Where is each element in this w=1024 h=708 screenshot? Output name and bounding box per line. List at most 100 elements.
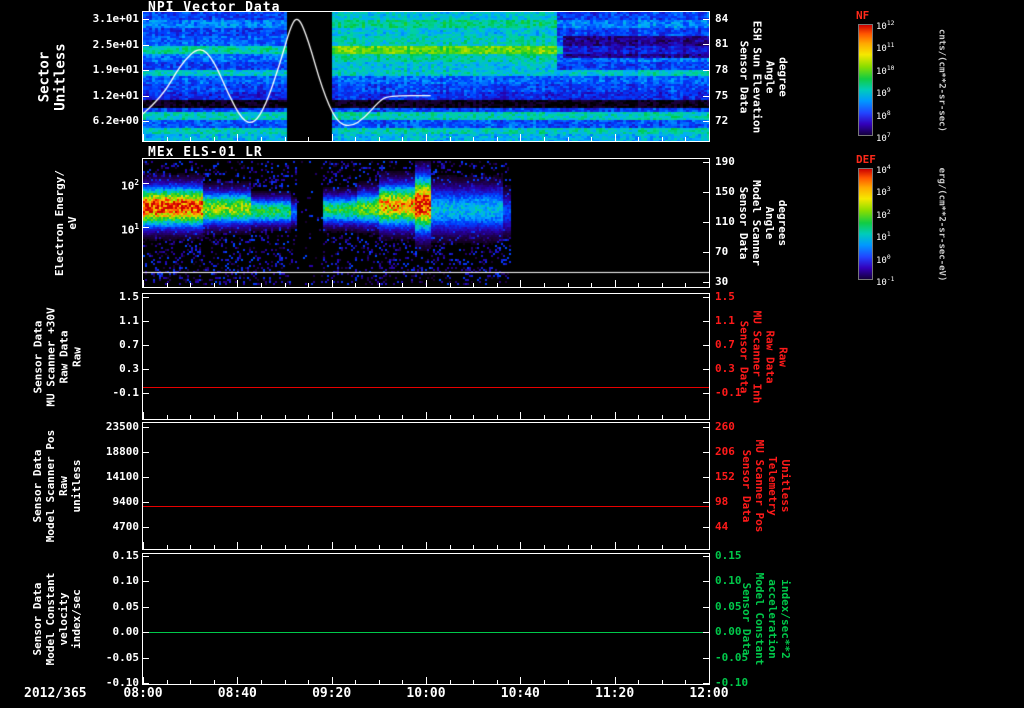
tick-mark — [167, 137, 168, 141]
tick-mark — [143, 393, 149, 394]
tick-mark — [332, 412, 333, 419]
tick-mark — [703, 527, 709, 528]
tick-mark — [709, 412, 710, 419]
tick-mark — [308, 283, 309, 287]
tick-mark — [685, 415, 686, 419]
exponent: 4 — [886, 164, 891, 171]
x-tick-label: 11:20 — [595, 686, 635, 701]
y-tick-label: 0.15 — [715, 549, 742, 563]
tick-mark — [703, 369, 709, 370]
exponent: 10 — [886, 64, 895, 72]
tick-mark — [426, 677, 427, 684]
axis-title-line: velocity — [57, 592, 70, 646]
exponent: 7 — [886, 132, 891, 139]
tick-mark — [426, 412, 427, 419]
y-tick-label: 110 — [715, 214, 735, 228]
axis-title-line: Sector — [36, 51, 52, 102]
tick-mark — [568, 283, 569, 287]
tick-mark — [214, 137, 215, 141]
colorbar-gradient — [858, 168, 873, 280]
tick-mark — [143, 412, 144, 419]
tick-mark — [285, 680, 286, 684]
tick-mark — [308, 137, 309, 141]
tick-mark — [591, 283, 592, 287]
tick-mark — [143, 677, 144, 684]
tick-mark — [703, 607, 709, 608]
panel-border — [142, 11, 710, 142]
y-tick-label: 1.1 — [119, 314, 139, 327]
y-tick-label: 4700 — [112, 520, 140, 533]
tick-mark — [143, 477, 149, 478]
tick-mark — [703, 345, 709, 346]
y-tick-label: 1.5 — [119, 290, 139, 303]
tick-mark — [143, 45, 149, 46]
panel-title-mex-els: MEx ELS-01 LR — [148, 145, 263, 160]
axis-title-line: cnts/(cm**2-sr-sec) — [936, 28, 947, 132]
tick-mark — [190, 680, 191, 684]
y-axis-title-right: Unitless Telemetry MU Scanner Pos Sensor Da… — [740, 423, 792, 549]
exponent: 1 — [886, 231, 891, 239]
colorbar-title: DEF — [856, 153, 876, 166]
tick-mark — [450, 680, 451, 684]
tick-mark — [638, 283, 639, 287]
tick-mark — [591, 545, 592, 549]
axis-title-line: Sensor Data — [31, 449, 44, 523]
y-tick-label: 81 — [715, 37, 729, 51]
colorbar-tick-label: 102 — [876, 208, 891, 221]
y-tick-label: 101 — [121, 221, 139, 237]
axis-title-line: index/sec — [70, 589, 83, 649]
tick-mark — [332, 677, 333, 684]
tick-mark — [450, 545, 451, 549]
axis-title-line: eV — [66, 216, 79, 230]
tick-mark — [402, 680, 403, 684]
axis-title-line: Model Scanner Pos — [44, 429, 57, 543]
tick-mark — [497, 137, 498, 141]
axis-title-line: erg/(cm**2-sr-sec-eV) — [936, 167, 947, 281]
tick-mark — [379, 415, 380, 419]
exponent: 12 — [886, 20, 895, 27]
tick-mark — [143, 96, 149, 97]
axis-title-line: index/sec**2 — [779, 579, 792, 659]
y-tick-label: -0.1 — [112, 386, 140, 400]
exponent: -1 — [886, 276, 895, 283]
axis-title-line: Angle — [763, 59, 776, 94]
y-tick-label: 0.05 — [112, 599, 140, 613]
tick-mark — [473, 680, 474, 684]
tick-mark — [143, 369, 149, 370]
tick-mark — [143, 452, 149, 453]
tick-mark — [143, 297, 149, 298]
colorbar-title: NF — [856, 9, 870, 22]
tick-mark — [379, 680, 380, 684]
colorbar-unit-label: cnts/(cm**2-sr-sec) — [936, 5, 947, 155]
tick-mark — [261, 415, 262, 419]
tick-mark — [520, 280, 521, 287]
tick-mark — [520, 677, 521, 684]
y-tick-label: 30 — [715, 274, 729, 288]
y-tick-label: 14100 — [105, 470, 139, 483]
colorbar-unit-label: erg/(cm**2-sr-sec-eV) — [936, 149, 947, 299]
axis-title-line: unitless — [70, 459, 83, 513]
y-tick-label: -0.10 — [105, 675, 139, 689]
tick-mark — [308, 680, 309, 684]
tick-mark — [685, 283, 686, 287]
tick-mark — [497, 680, 498, 684]
axis-title-line: Angle — [763, 206, 776, 240]
tick-mark — [167, 415, 168, 419]
tick-mark — [402, 137, 403, 141]
tick-mark — [285, 283, 286, 287]
tick-mark — [285, 545, 286, 549]
tick-mark — [426, 280, 427, 287]
exponent: 0 — [886, 253, 891, 261]
npi-spectrogram-canvas — [143, 12, 709, 141]
tick-mark — [167, 680, 168, 684]
tick-mark — [261, 545, 262, 549]
tick-mark — [355, 415, 356, 419]
exponent: 3 — [886, 186, 891, 194]
colorbar-gradient — [858, 24, 873, 136]
tick-mark — [703, 452, 709, 453]
tick-mark — [544, 680, 545, 684]
panel-border — [142, 553, 710, 685]
exponent: 11 — [886, 42, 895, 50]
tick-mark — [544, 283, 545, 287]
tick-mark — [520, 542, 521, 549]
